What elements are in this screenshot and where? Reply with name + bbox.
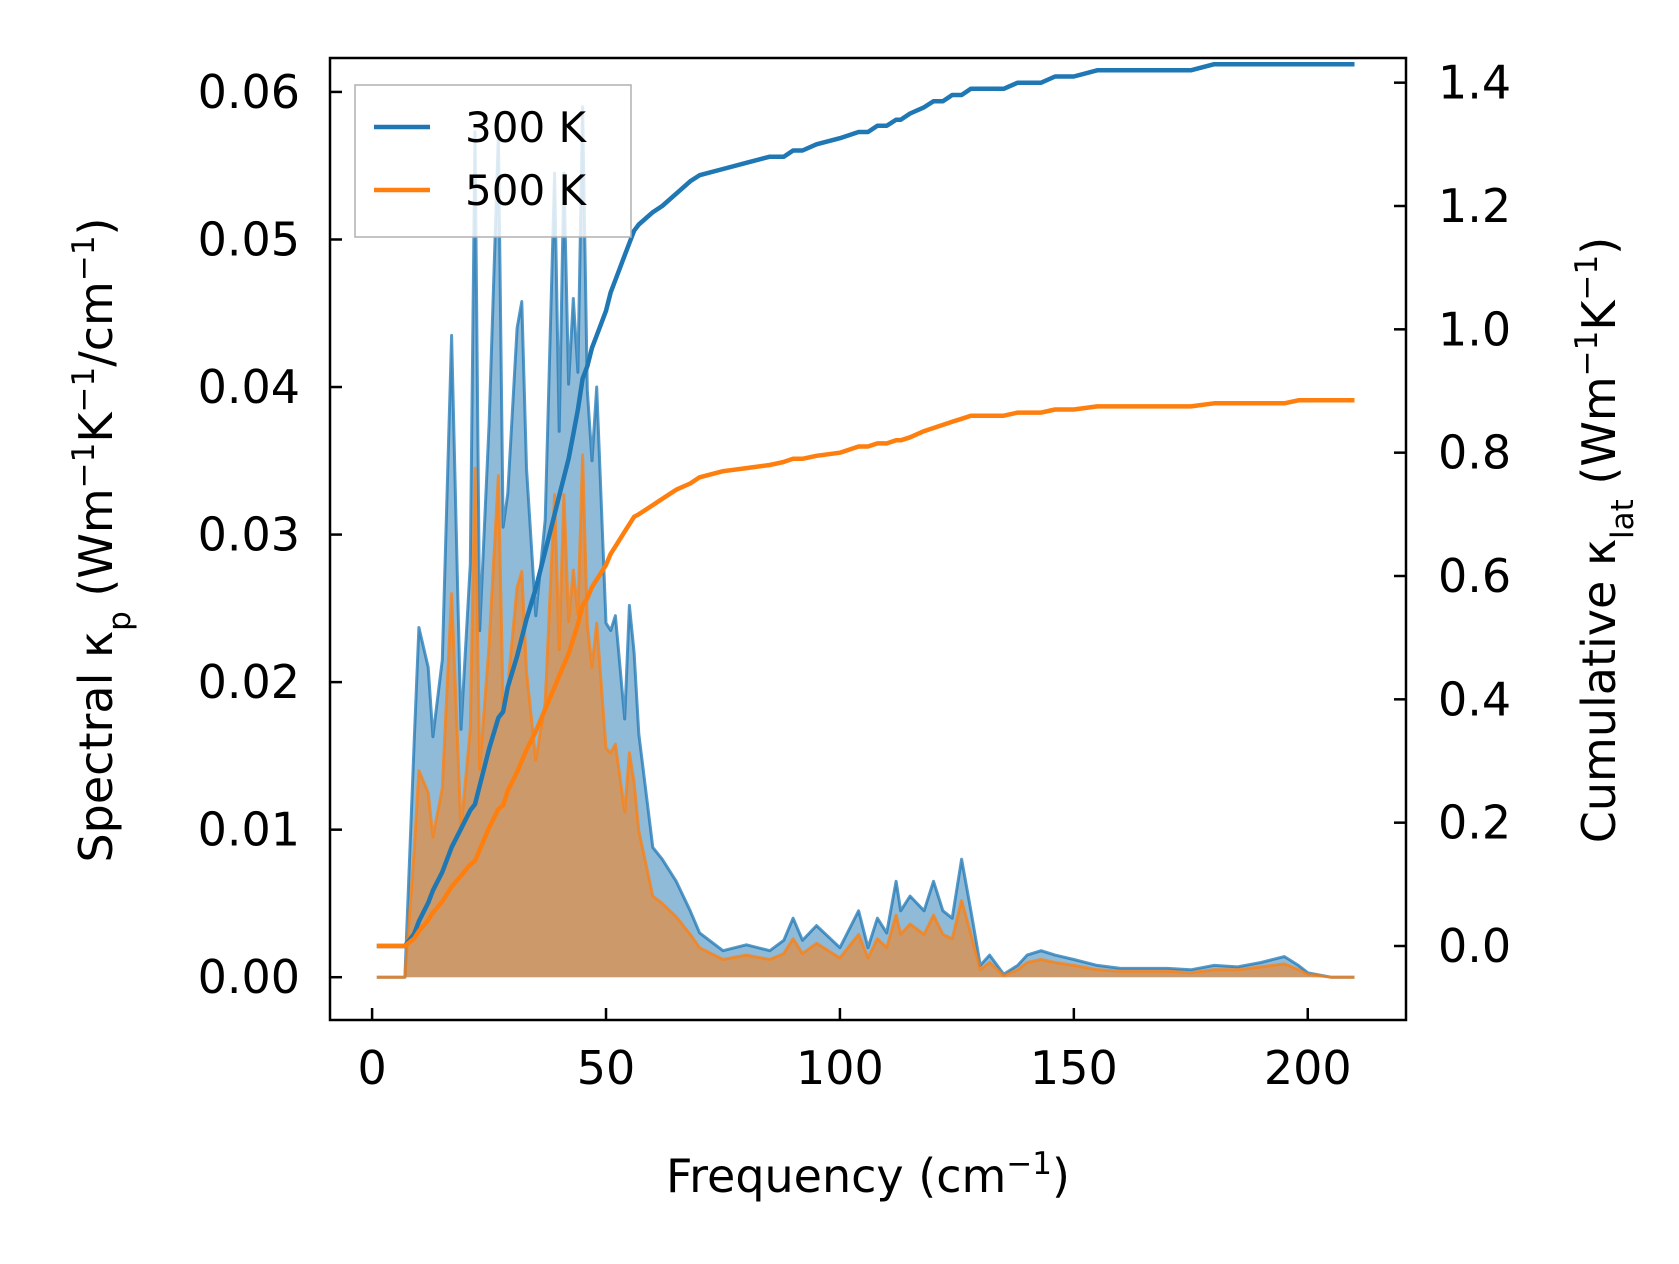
y-right-tick-label: 1.2 — [1438, 179, 1511, 233]
y-left-tick-label: 0.02 — [198, 655, 300, 709]
y-right-tick-label: 1.4 — [1438, 56, 1511, 110]
plot-frame — [328, 56, 1408, 1022]
spectral-line-300k — [376, 105, 1355, 979]
legend: 300 K 500 K — [354, 84, 632, 238]
cumulative-line-500k — [376, 398, 1355, 949]
y-right-tick-label: 0.2 — [1438, 796, 1511, 850]
y-left-tick-label: 0.01 — [198, 803, 300, 857]
x-axis-title: Frequency (cm−1) — [666, 1146, 1070, 1203]
y-right-tick-label: 0.4 — [1438, 672, 1511, 726]
y-right-tick-label: 0.8 — [1438, 426, 1511, 480]
x-tick-label: 150 — [1030, 1041, 1118, 1095]
spectral-area-300k — [376, 106, 1355, 978]
plot-area — [376, 61, 1355, 979]
y-right-tick-label: 0.6 — [1438, 549, 1511, 603]
y-left-tick-label: 0.06 — [198, 65, 300, 119]
spectral-area-500k — [376, 454, 1355, 978]
x-tick-label: 0 — [357, 1041, 386, 1095]
y-left-tick-label: 0.05 — [198, 212, 300, 266]
y-left-tick-label: 0.03 — [198, 508, 300, 562]
y-right-tick-label: 1.0 — [1438, 302, 1511, 356]
x-tick-label: 100 — [796, 1041, 884, 1095]
y-left-tick-label: 0.04 — [198, 360, 300, 414]
legend-box — [354, 84, 632, 238]
x-tick-label: 50 — [577, 1041, 636, 1095]
legend-label-300k: 300 K — [465, 103, 588, 152]
cumulative-line-300k — [376, 61, 1355, 949]
y-right-tick-label: 0.0 — [1438, 919, 1511, 973]
legend-label-500k: 500 K — [465, 166, 588, 215]
y-left-tick-label: 0.00 — [198, 950, 300, 1004]
axis-ticks: 0 50 100 150 200 0.00 0.01 0.02 0.03 0.04 0.05 0.06… — [198, 56, 1512, 1095]
x-tick-label: 200 — [1264, 1041, 1352, 1095]
